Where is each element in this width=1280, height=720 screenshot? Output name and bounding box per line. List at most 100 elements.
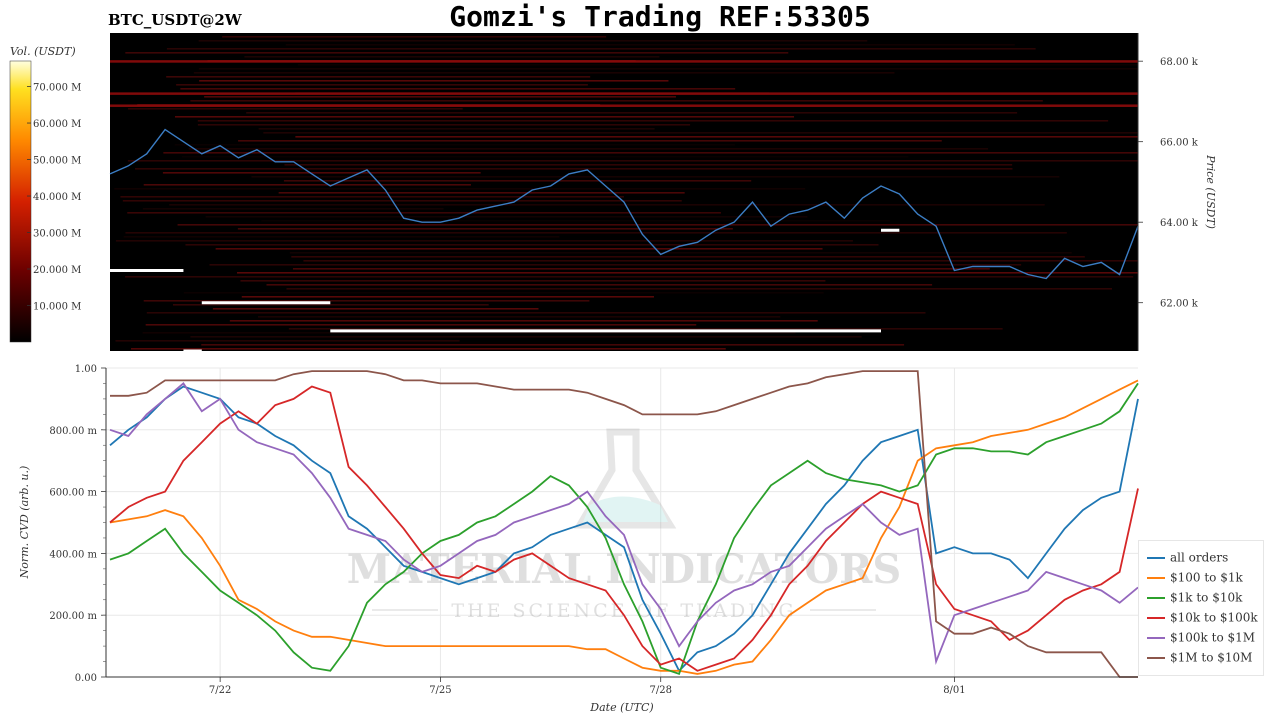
legend-item[interactable]: $10k to $100k bbox=[1147, 609, 1258, 625]
heatmap-band bbox=[163, 152, 1138, 154]
cvd-tick-label: 800.00 m bbox=[49, 426, 97, 437]
heatmap-band bbox=[145, 324, 697, 326]
heatmap-band bbox=[199, 80, 669, 82]
heatmap-band bbox=[292, 268, 990, 270]
heatmap-band bbox=[130, 348, 726, 350]
heatmap-band bbox=[229, 320, 818, 322]
heatmap-band bbox=[237, 228, 733, 230]
legend-swatch bbox=[1147, 576, 1165, 579]
colorbar-tick-label: 70.000 M bbox=[33, 83, 81, 94]
cvd-axis-label: Norm. CVD (arb. u.) bbox=[18, 466, 31, 580]
heatmap-band bbox=[278, 192, 685, 194]
legend-item[interactable]: $1M to $10M bbox=[1147, 649, 1252, 665]
cvd-series-line bbox=[109, 385, 1139, 673]
heatmap-band bbox=[169, 204, 1045, 206]
heatmap-band bbox=[115, 340, 460, 342]
heatmap-band bbox=[128, 108, 463, 110]
legend: all orders $100 to $1k $1k to $10k $10k … bbox=[1138, 540, 1264, 676]
colorbar-tick-label: 30.000 M bbox=[33, 229, 81, 240]
watermark: MATERIAL INDICATORS THE SCIENCE OF TRADI… bbox=[347, 428, 901, 622]
price-tick-label: 62.00 k bbox=[1160, 299, 1199, 310]
heatmap-band bbox=[185, 244, 879, 246]
heatmap-band bbox=[257, 316, 781, 318]
heatmap-band bbox=[215, 248, 823, 250]
heatmap-band bbox=[114, 188, 806, 190]
price-tick-label: 66.00 k bbox=[1160, 138, 1199, 149]
cvd-series-line bbox=[109, 382, 1139, 676]
heatmap-band bbox=[241, 296, 654, 298]
heatmap-band bbox=[142, 208, 444, 210]
date-tick-label: 7/22 bbox=[209, 685, 231, 696]
colorbar-label: Vol. (USDT) bbox=[10, 45, 76, 58]
heatmap-background bbox=[110, 33, 1138, 351]
legend-swatch bbox=[1147, 636, 1165, 639]
heatmap-band bbox=[303, 260, 1138, 262]
heatmap-band bbox=[183, 292, 824, 294]
heatmap-band bbox=[261, 220, 890, 222]
heatmap-band bbox=[162, 172, 481, 174]
heatmap-band bbox=[198, 68, 1139, 70]
colorbar-tick-label: 40.000 M bbox=[33, 192, 81, 203]
legend-item[interactable]: $100k to $1M bbox=[1147, 629, 1255, 645]
heatmap-band bbox=[166, 48, 1036, 50]
legend-item[interactable]: all orders bbox=[1147, 549, 1228, 565]
heatmap-band bbox=[237, 272, 1139, 274]
heatmap-band bbox=[291, 256, 1085, 258]
legend-label: $1M to $10M bbox=[1170, 650, 1253, 665]
heatmap-band bbox=[246, 112, 1018, 114]
legend-item[interactable]: $1k to $10k bbox=[1147, 589, 1242, 605]
legend-label: all orders bbox=[1170, 550, 1229, 565]
heatmap-band bbox=[209, 264, 1022, 266]
colorbar-tick-label: 50.000 M bbox=[33, 156, 81, 167]
heatmap-band bbox=[122, 200, 682, 202]
heatmap-band bbox=[205, 216, 808, 218]
heatmap-band bbox=[115, 240, 853, 242]
heatmap-band bbox=[142, 332, 796, 334]
heatmap-band bbox=[166, 76, 591, 78]
price-line bbox=[109, 128, 1139, 280]
heatmap-band bbox=[125, 276, 1134, 278]
date-axis-label: Date (UTC) bbox=[589, 701, 653, 714]
heatmap-band bbox=[125, 232, 1067, 234]
heatmap-band bbox=[125, 52, 789, 54]
legend-swatch bbox=[1147, 596, 1165, 599]
legend-label: $1k to $10k bbox=[1170, 590, 1243, 605]
cvd-series-line bbox=[109, 385, 1139, 672]
heatmap-band bbox=[238, 140, 942, 142]
date-tick-label: 8/01 bbox=[943, 685, 965, 696]
colorbar bbox=[9, 60, 32, 343]
heatmap-band bbox=[143, 300, 590, 302]
heatmap-band bbox=[263, 132, 1138, 134]
date-tick-label: 7/25 bbox=[429, 685, 451, 696]
heatmap-band bbox=[283, 180, 752, 182]
legend-label: $100 to $1k bbox=[1170, 570, 1243, 585]
heatmap-band bbox=[181, 156, 909, 158]
legend-swatch bbox=[1147, 616, 1165, 619]
cvd-series-line bbox=[110, 370, 1138, 678]
heatmap-band bbox=[172, 304, 489, 306]
heatmap-band bbox=[197, 124, 691, 126]
heatmap-band bbox=[135, 168, 1013, 170]
heatmap-band bbox=[244, 56, 660, 58]
cvd-tick-label: 400.00 m bbox=[49, 549, 97, 560]
heatmap-band bbox=[222, 36, 607, 38]
heatmap-band bbox=[204, 96, 676, 98]
heatmap-band bbox=[110, 60, 1138, 63]
heatmap-band bbox=[289, 252, 1072, 254]
legend-item[interactable]: $100 to $1k bbox=[1147, 569, 1243, 585]
cvd-series-line bbox=[109, 382, 1139, 666]
heatmap-band bbox=[295, 136, 1138, 138]
flask-icon bbox=[573, 428, 677, 529]
heatmap-band bbox=[258, 128, 655, 130]
heatmap-band bbox=[123, 236, 560, 238]
date-tick-label: 7/28 bbox=[649, 685, 671, 696]
colorbar-tick-label: 10.000 M bbox=[33, 302, 81, 313]
cvd-tick-label: 200.00 m bbox=[49, 611, 97, 622]
heatmap-band bbox=[110, 92, 1138, 95]
heatmap-band bbox=[240, 280, 826, 282]
cvd-series-line bbox=[109, 379, 1139, 675]
cvd-tick-label: 0.00 bbox=[75, 673, 97, 684]
price-axis-label: Price (USDT) bbox=[1204, 154, 1217, 229]
heatmap-band bbox=[127, 160, 1138, 162]
